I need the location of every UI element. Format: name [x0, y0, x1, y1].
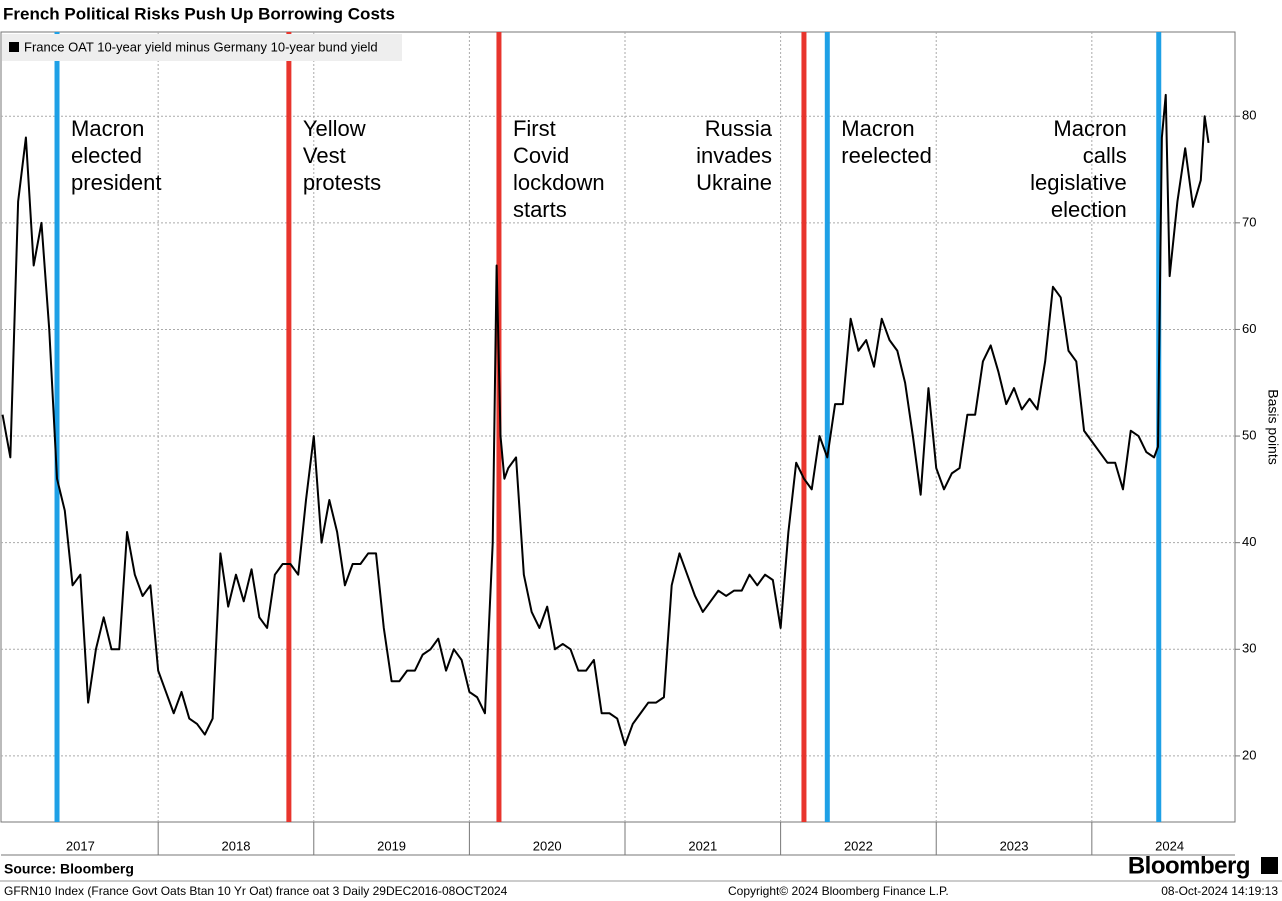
y-tick-label: 30 — [1242, 641, 1256, 656]
legend-label: France OAT 10-year yield minus Germany 1… — [24, 39, 378, 54]
event-label: elected — [71, 143, 142, 168]
series-line — [1, 93, 1210, 747]
event-label: protests — [303, 170, 381, 195]
legend-swatch — [9, 42, 19, 52]
event-label: Yellow — [303, 116, 366, 141]
event-label: invades — [696, 143, 772, 168]
event-label: Covid — [513, 143, 569, 168]
event-label: president — [71, 170, 162, 195]
y-tick-label: 50 — [1242, 427, 1256, 442]
event-label: First — [513, 116, 556, 141]
event-label: reelected — [841, 143, 932, 168]
x-tick-label: 2020 — [533, 838, 562, 853]
legend-box — [2, 34, 402, 61]
brand-logo: Bloomberg — [1128, 852, 1250, 879]
event-label: starts — [513, 197, 567, 222]
x-tick-label: 2021 — [688, 838, 717, 853]
event-label: Macron — [71, 116, 144, 141]
event-label: Macron — [841, 116, 914, 141]
event-label: Macron — [1053, 116, 1126, 141]
y-tick-label: 60 — [1242, 321, 1256, 336]
y-tick-label: 70 — [1242, 214, 1256, 229]
x-tick-label: 2023 — [1000, 838, 1029, 853]
x-tick-label: 2024 — [1155, 838, 1184, 853]
footnote: GFRN10 Index (France Govt Oats Btan 10 Y… — [4, 884, 508, 898]
event-label: calls — [1083, 143, 1127, 168]
y-tick-label: 40 — [1242, 534, 1256, 549]
plot-frame — [0, 31, 1236, 823]
copyright: Copyright© 2024 Bloomberg Finance L.P. — [728, 884, 949, 898]
event-label: Vest — [303, 143, 346, 168]
x-tick-label: 2017 — [66, 838, 95, 853]
x-tick-label: 2018 — [222, 838, 251, 853]
chart-title: French Political Risks Push Up Borrowing… — [3, 4, 395, 23]
y-tick-label: 80 — [1242, 108, 1256, 123]
event-label: legislative — [1030, 170, 1127, 195]
x-tick-label: 2022 — [844, 838, 873, 853]
event-label: election — [1051, 197, 1127, 222]
y-axis-label: Basis points — [1265, 389, 1281, 464]
event-label: Ukraine — [696, 170, 772, 195]
timestamp: 08-Oct-2024 14:19:13 — [1161, 884, 1278, 898]
event-label: lockdown — [513, 170, 605, 195]
y-tick-label: 20 — [1242, 747, 1256, 762]
legend: France OAT 10-year yield minus Germany 1… — [2, 34, 402, 61]
brand-icon — [1261, 857, 1278, 874]
source: Source: Bloomberg — [4, 861, 134, 877]
x-tick-label: 2019 — [377, 838, 406, 853]
event-label: Russia — [705, 116, 773, 141]
